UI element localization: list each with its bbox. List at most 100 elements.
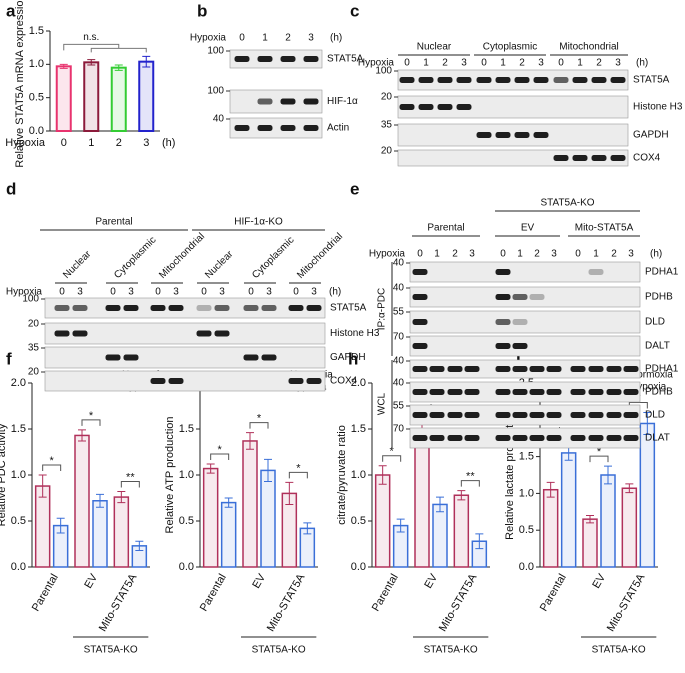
group-label: HIF-1α-KO: [234, 217, 283, 228]
band: [588, 412, 604, 418]
error-bar: [546, 481, 555, 498]
y-tick-label: 0.5: [519, 524, 534, 536]
band: [572, 155, 588, 161]
lane-label: 0: [239, 33, 245, 44]
x-tick-label: Parental: [538, 572, 569, 613]
y-tick-label: 1.0: [11, 469, 26, 481]
group-label: STAT5A-KO: [540, 198, 594, 209]
lane-label: 2: [519, 58, 525, 69]
band: [570, 389, 586, 395]
band: [495, 389, 511, 395]
panel-label: d: [6, 179, 16, 198]
lane-label: 3: [128, 287, 134, 298]
band: [476, 132, 492, 138]
significance: *: [390, 446, 395, 458]
bar: [34, 485, 51, 568]
y-axis-label: Relative ATP production: [164, 417, 176, 534]
band: [495, 77, 511, 83]
significance: **: [466, 471, 475, 483]
marker-label: 40: [213, 114, 225, 125]
band: [512, 389, 528, 395]
panel-label: b: [197, 1, 207, 20]
band: [288, 378, 304, 384]
bar: [242, 440, 258, 568]
bracket: [63, 43, 147, 53]
band: [261, 354, 277, 361]
band: [623, 412, 639, 418]
band: [429, 435, 445, 441]
band: [610, 155, 626, 161]
band: [429, 389, 445, 395]
protein-label: PDHA1: [645, 364, 679, 375]
condition-label: Hypoxia: [190, 33, 227, 44]
significance: *: [296, 462, 301, 474]
band: [306, 378, 322, 384]
y-tick-label: 1.5: [351, 423, 366, 435]
bar: [582, 518, 598, 568]
x-tick-label: EV: [82, 571, 100, 590]
marker-label: 20: [381, 146, 393, 157]
group-label: STAT5A-KO: [592, 645, 646, 656]
y-tick-label: 2.0: [351, 377, 366, 389]
band: [512, 343, 528, 349]
lane-label: 3: [311, 287, 317, 298]
band: [529, 389, 545, 395]
group-label: Cytoplasmic: [483, 42, 537, 53]
lane-label: 3: [461, 58, 467, 69]
band: [514, 77, 530, 83]
blot-strip: [409, 261, 641, 283]
error-bar: [396, 518, 405, 533]
section-label: IP:α-PDC: [377, 288, 388, 330]
band: [512, 319, 528, 325]
y-tick-label: 1.0: [351, 469, 366, 481]
bracket: [589, 455, 609, 463]
bar: [374, 474, 391, 568]
band: [447, 366, 463, 372]
group-label: EV: [521, 223, 535, 234]
band: [570, 366, 586, 372]
band: [418, 77, 434, 83]
band: [280, 56, 296, 62]
band: [429, 412, 445, 418]
band: [464, 389, 480, 395]
x-tick-label: EV: [422, 571, 440, 590]
protein-label: DLD: [645, 410, 665, 421]
y-tick-label: 1.5: [11, 423, 26, 435]
error-bar: [114, 64, 123, 71]
band: [588, 269, 604, 275]
bar: [542, 488, 559, 568]
lane-label: 0: [59, 287, 65, 298]
bar: [202, 467, 219, 568]
protein-label: PDHB: [645, 387, 673, 398]
protein-label: GAPDH: [330, 352, 366, 363]
bar: [260, 469, 276, 568]
lane-label: 1: [577, 58, 583, 69]
bracket: [42, 464, 62, 471]
band: [533, 77, 549, 83]
legend-label: Hypoxia: [630, 382, 667, 393]
unit-label: (h): [162, 137, 175, 149]
band: [464, 412, 480, 418]
unit-label: (h): [329, 287, 341, 298]
sub-group-label: Mitochondrial: [157, 231, 207, 281]
band: [623, 366, 639, 372]
group-label: STAT5A-KO: [252, 645, 306, 656]
significance: *: [89, 410, 94, 422]
sub-group-label: Mitochondrial: [295, 231, 345, 281]
blot-strip: [397, 69, 629, 91]
bar: [414, 432, 430, 568]
lane-label: 3: [551, 249, 557, 260]
band: [512, 294, 528, 300]
lane-label: 0: [417, 249, 423, 260]
marker-label: 35: [28, 343, 40, 354]
error-bar: [264, 458, 272, 482]
lane-label: 3: [308, 33, 314, 44]
section-label: WCL: [377, 392, 388, 415]
error-bar: [96, 493, 104, 508]
bar: [74, 434, 90, 568]
band: [495, 132, 511, 138]
lane-label: 2: [611, 249, 617, 260]
error-bar: [604, 465, 612, 485]
marker-label: 100: [207, 46, 224, 57]
